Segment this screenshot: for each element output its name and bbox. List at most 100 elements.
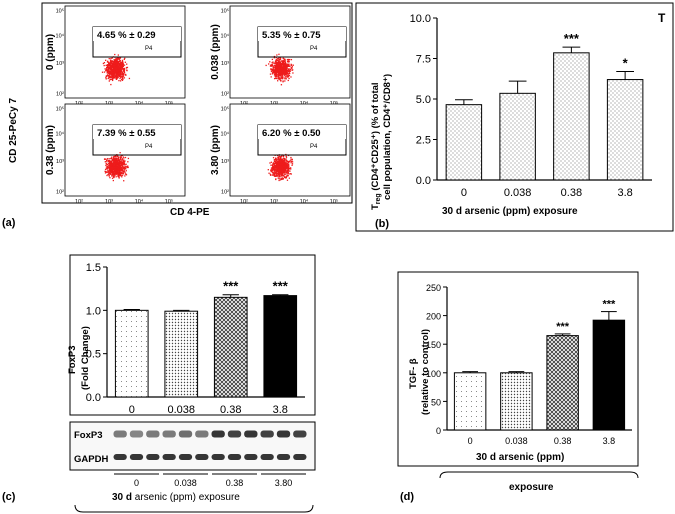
panel-b-y-tick-label: 10.0 [410, 13, 431, 25]
flow-event [279, 62, 281, 64]
panel-b-y-tick-label: 5.0 [416, 94, 431, 106]
flow-event [122, 68, 124, 71]
flow-event [121, 174, 124, 176]
flow-event [274, 68, 277, 70]
flow-event [271, 170, 273, 173]
panel-a-frame [41, 2, 353, 204]
flow-event [274, 165, 276, 167]
flow-event [113, 158, 115, 160]
flow-event [112, 67, 114, 69]
flow-event [113, 176, 115, 178]
flow-event [286, 174, 289, 176]
panel-c-chart-frame [69, 254, 316, 416]
blot-band [244, 454, 258, 460]
flow-event [273, 172, 275, 174]
flow-event [278, 77, 280, 79]
flow-event [111, 177, 114, 179]
flow-event [290, 158, 292, 160]
flow-event [279, 157, 281, 160]
flow-event [119, 76, 122, 78]
flow-event [123, 166, 125, 168]
flow-gate-percent: 5.35 % ± 0.75 [262, 30, 321, 41]
flow-event [121, 171, 123, 173]
flow-event [289, 68, 292, 70]
flow-event [106, 69, 109, 72]
flow-event [111, 156, 113, 158]
flow-event [119, 152, 121, 154]
flow-event [119, 172, 122, 174]
flow-event [112, 174, 114, 176]
flow-event [272, 172, 274, 174]
flow-event [272, 71, 274, 73]
flow-event [103, 61, 106, 64]
panel-c-x-tick-label: 0.38 [220, 404, 241, 416]
flow-event [270, 167, 273, 169]
flow-event [291, 164, 293, 166]
flow-event [273, 77, 276, 80]
flow-event [117, 172, 119, 174]
flow-event [280, 73, 282, 75]
flow-event [275, 172, 278, 174]
flow-event [277, 61, 279, 63]
flow-event [287, 70, 290, 73]
flow-event [118, 59, 121, 61]
flow-event [125, 174, 128, 176]
flow-event [288, 65, 290, 67]
flow-event [119, 156, 122, 158]
flow-event [118, 75, 121, 78]
flow-event [107, 67, 109, 69]
flow-event [117, 57, 120, 60]
flow-event [120, 156, 122, 159]
flow-event [121, 73, 123, 76]
flow-event [279, 171, 281, 173]
flow-event [111, 57, 113, 59]
flow-event [113, 63, 116, 65]
flow-event [115, 63, 117, 65]
flow-event [108, 57, 110, 60]
flow-x-tick-label: 10² [240, 199, 248, 205]
flow-event [287, 61, 289, 63]
flow-event [283, 165, 286, 168]
flow-event [277, 175, 279, 177]
flow-event [127, 165, 129, 167]
flow-event [276, 69, 278, 72]
flow-event [113, 158, 116, 160]
blot-band [276, 430, 291, 438]
flow-event [115, 78, 118, 80]
flow-event [270, 70, 273, 73]
flow-event [122, 170, 124, 172]
flow-event [283, 164, 285, 166]
flow-event [285, 78, 287, 80]
flow-event [113, 155, 115, 158]
flow-event [123, 58, 125, 60]
flow-event [124, 175, 126, 177]
flow-event [107, 68, 110, 71]
flow-event [278, 176, 281, 178]
flow-event [285, 159, 288, 162]
flow-event [105, 162, 107, 165]
flow-event [123, 69, 125, 72]
flow-event [292, 64, 294, 66]
panel-b-bar-0.038 [499, 92, 536, 181]
flow-event [273, 173, 276, 176]
flow-event [107, 77, 109, 80]
flow-event [280, 65, 282, 67]
flow-event [282, 57, 284, 60]
flow-event [270, 68, 272, 70]
flow-event [269, 174, 272, 176]
flow-event [113, 77, 116, 79]
flow-event [114, 167, 116, 169]
panel-d-xlabel-line2: exposure [509, 482, 554, 493]
flow-event [125, 163, 127, 165]
flow-event [117, 157, 119, 159]
flow-event [118, 79, 120, 82]
flow-x-tick-label: 10⁴ [300, 100, 309, 107]
flow-event [113, 60, 116, 62]
flow-event [272, 157, 275, 159]
flow-event [114, 168, 117, 170]
flow-event [274, 164, 276, 167]
panel-c: FoxP3 (Fold Change) 0.0 0.5 1.0 1.5 0 0.038 **… [2, 254, 316, 513]
flow-event [283, 71, 285, 73]
flow-event [281, 67, 284, 69]
flow-event [290, 76, 292, 78]
